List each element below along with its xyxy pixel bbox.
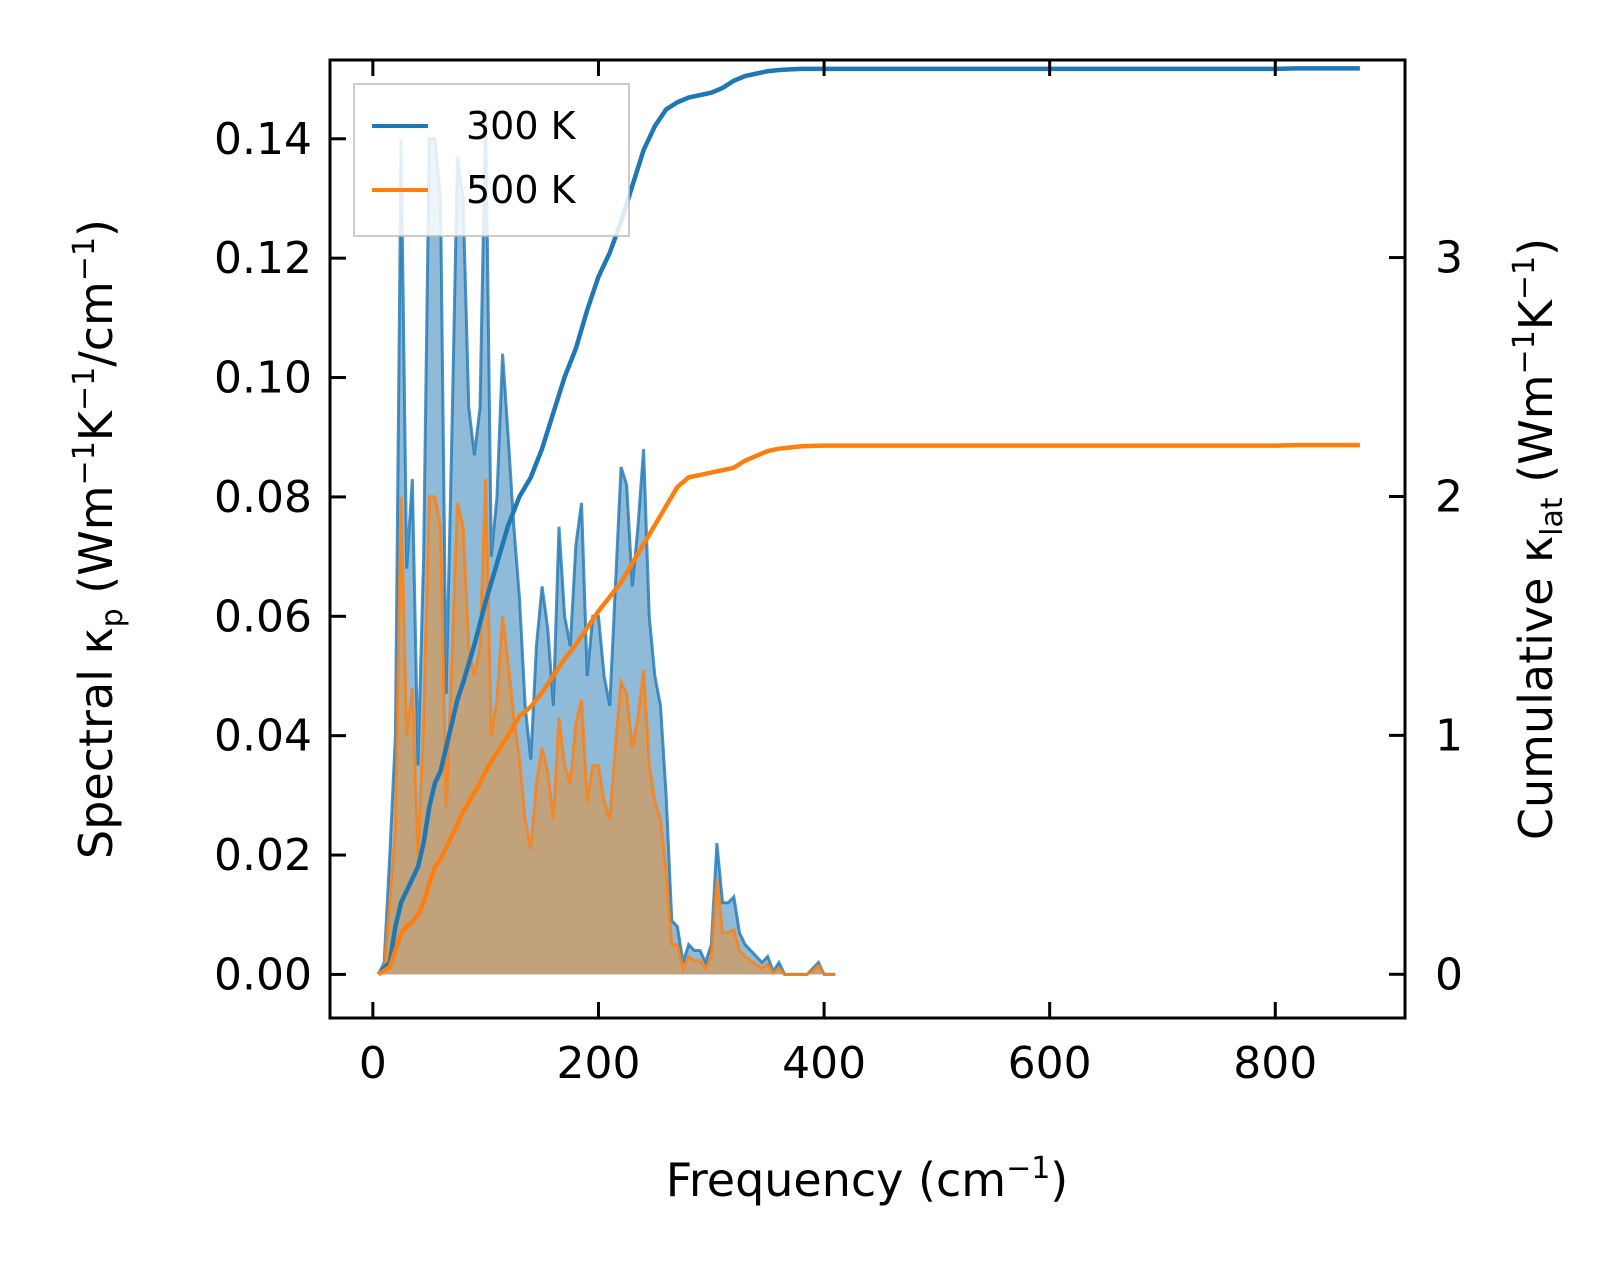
legend-label-300k: 300 K [466,104,577,148]
legend-box [353,83,630,237]
y-right-axis-label: Cumulative κlat (Wm−1K−1) [1507,238,1570,840]
plot-frame [328,58,1407,1020]
y-left-tick-label: 0.02 [214,830,312,881]
spectral-line-300k [377,108,836,976]
y-left-tick-label: 0.00 [214,949,312,1000]
y-left-tick-label: 0.04 [214,711,312,762]
y-right-tick-label: 1 [1435,710,1463,761]
x-tick-label: 0 [359,1038,387,1089]
y-right-tick-label: 0 [1435,949,1463,1000]
x-axis-label: Frequency (cm−1) [666,1151,1069,1207]
y-left-tick-label: 0.14 [214,114,312,165]
cumulative-line-300k [376,66,1360,976]
y-left-axis-label: Spectral κp (Wm−1K−1/cm−1) [67,219,130,859]
spectral-line-500k [377,478,836,976]
x-tick-label: 400 [782,1038,866,1089]
legend-label-500k: 500 K [466,168,577,212]
x-tick-label: 600 [1008,1038,1092,1089]
cumulative-line-500k [377,442,1360,977]
y-right-tick-label: 2 [1435,471,1463,522]
legend: 300 K 500 K [353,83,630,237]
y-left-tick-label: 0.06 [214,591,312,642]
cumulative-lines [376,66,1360,977]
y-right-tick-label: 3 [1435,233,1463,284]
x-tick-label: 800 [1233,1038,1317,1089]
spectral-area-500k [378,479,836,975]
y-left-tick-label: 0.12 [214,233,312,284]
y-left-tick-label: 0.08 [214,472,312,523]
x-tick-label: 200 [556,1038,640,1089]
y-left-tick-label: 0.10 [214,353,312,404]
axis-ticks: 0 200 400 600 800 0.00 0.02 0.04 0.06 0.08 0.10 0.1… [214,60,1463,1089]
